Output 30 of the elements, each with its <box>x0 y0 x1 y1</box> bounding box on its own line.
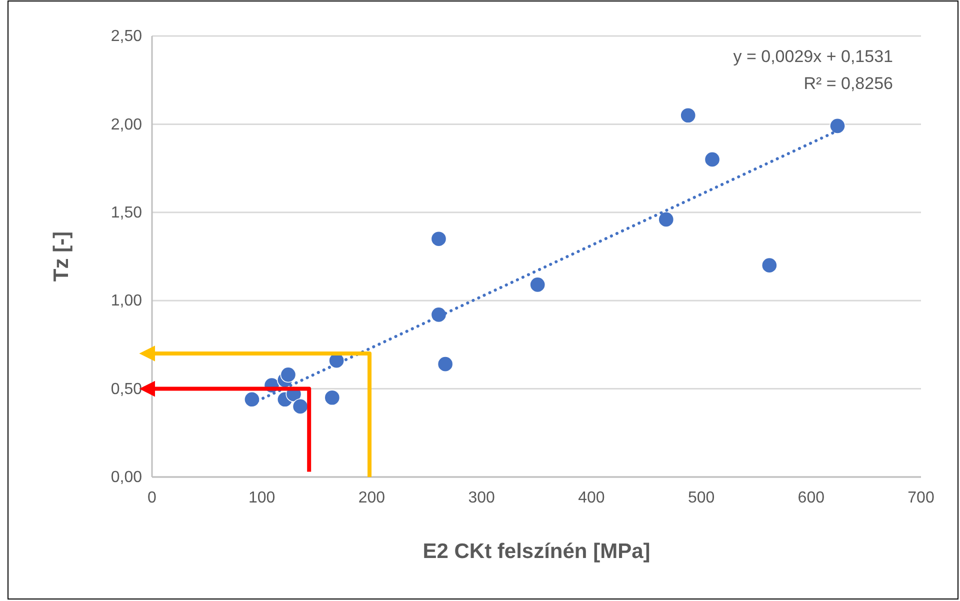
point <box>430 230 447 247</box>
x-axis-title: E2 CKt felszínén [MPa] <box>422 540 650 563</box>
y-tick-label: 0,50 <box>110 380 142 398</box>
point <box>437 356 454 372</box>
y-tick-label: 2,50 <box>110 28 142 46</box>
point <box>704 152 720 168</box>
x-tick-label: 100 <box>248 489 276 506</box>
x-tick-label: 300 <box>468 489 496 506</box>
point <box>530 276 546 293</box>
point <box>680 107 696 124</box>
x-tick-label: 700 <box>908 489 934 506</box>
y-tick-label: 0,00 <box>110 469 142 486</box>
y-tick-label: 1,00 <box>110 292 142 310</box>
y-tick-label: 1,50 <box>110 204 142 222</box>
point <box>292 398 308 414</box>
x-tick-label: 0 <box>148 489 157 506</box>
x-tick-label: 400 <box>578 489 605 506</box>
x-tick-label: 200 <box>358 489 386 506</box>
y-tick-label: 2,00 <box>110 116 142 134</box>
point <box>830 118 846 134</box>
y-axis-title: Tz [-] <box>50 231 73 282</box>
x-tick-label: 600 <box>798 489 825 506</box>
point <box>658 212 674 228</box>
point <box>280 366 296 383</box>
point <box>761 257 778 274</box>
x-tick-label: 500 <box>688 489 715 506</box>
annotation: y = 0,0029x + 0,1531 <box>733 47 893 66</box>
point <box>324 390 340 406</box>
annotation: R² = 0,8256 <box>804 74 893 93</box>
point <box>244 391 260 408</box>
